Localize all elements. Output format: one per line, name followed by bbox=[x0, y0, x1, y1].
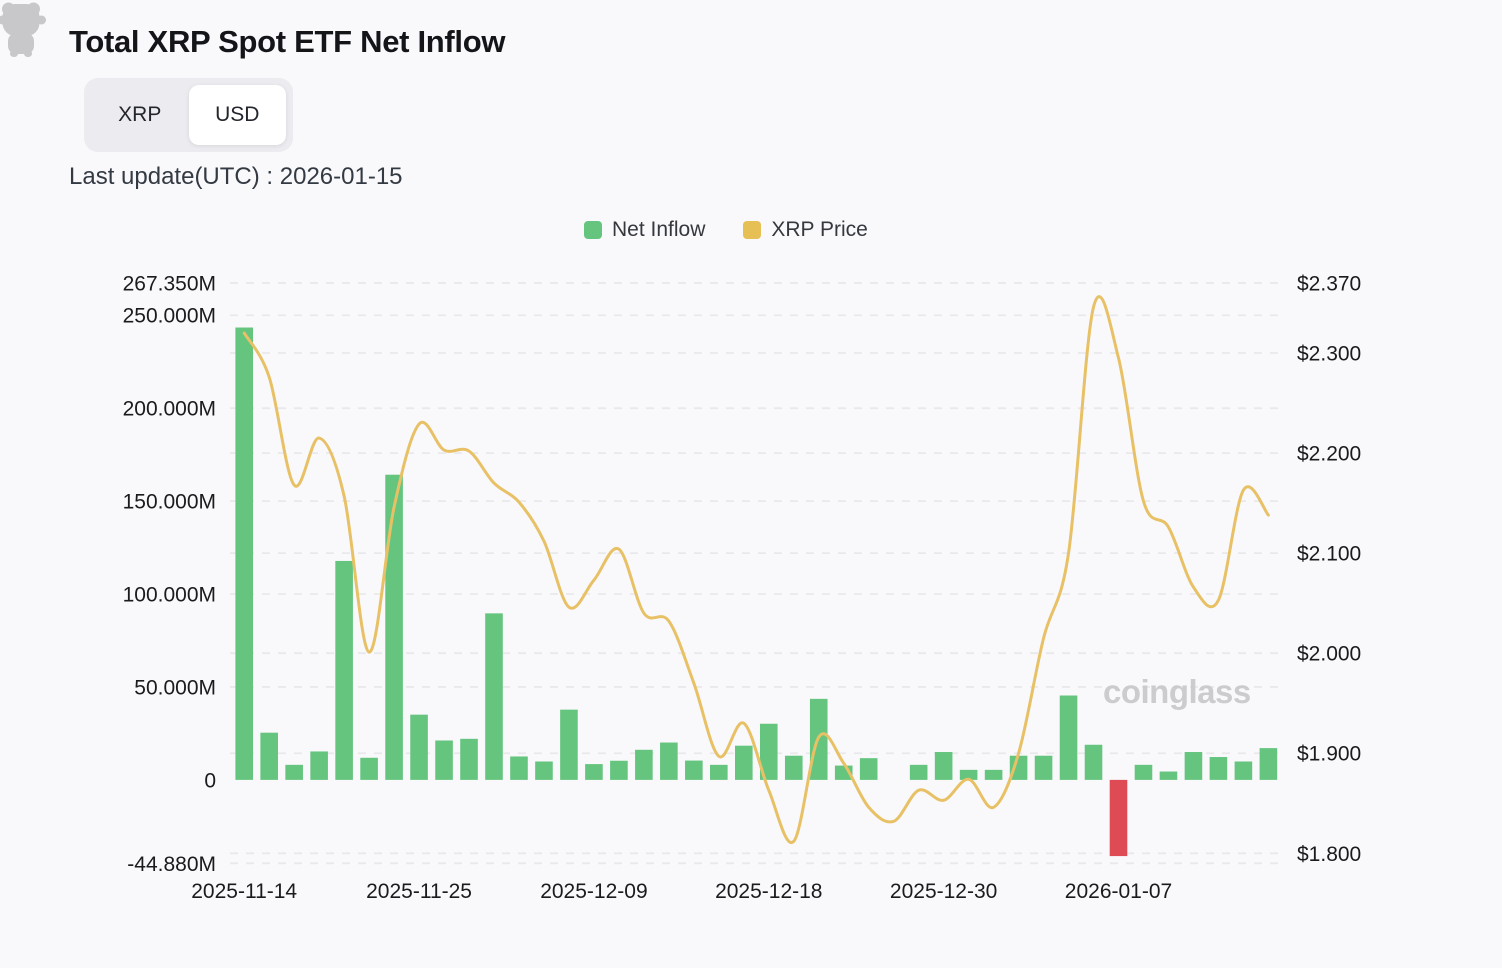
net-inflow-swatch bbox=[584, 221, 602, 239]
net-inflow-bar[interactable] bbox=[1034, 755, 1053, 780]
net-inflow-bar[interactable] bbox=[410, 714, 428, 780]
left-axis-tick: 200.000M bbox=[123, 398, 216, 421]
net-inflow-bar[interactable] bbox=[660, 742, 678, 780]
net-inflow-bar[interactable] bbox=[635, 749, 653, 780]
net-inflow-bar[interactable] bbox=[435, 740, 453, 780]
gridlines bbox=[230, 282, 1286, 865]
left-axis-tick: 150.000M bbox=[123, 491, 216, 514]
right-axis-tick: $1.900 bbox=[1297, 743, 1361, 766]
left-axis-tick: 0 bbox=[204, 769, 216, 792]
net-inflow-bar[interactable] bbox=[360, 757, 378, 780]
right-axis-tick: $2.000 bbox=[1297, 643, 1361, 666]
xrp-price-swatch bbox=[743, 221, 762, 239]
net-inflow-bar[interactable] bbox=[1134, 764, 1153, 780]
xrp-price-line bbox=[242, 295, 1270, 845]
coinglass-bull-icon bbox=[0, 2, 46, 57]
net-inflow-bar[interactable] bbox=[685, 760, 703, 780]
left-axis-tick: 100.000M bbox=[123, 584, 216, 607]
net-inflow-bar[interactable] bbox=[1059, 695, 1078, 780]
x-axis-tick: 2025-12-30 bbox=[890, 880, 997, 903]
last-update-label: Last update(UTC) : 2026-01-15 bbox=[69, 163, 403, 190]
net-inflow-bar[interactable] bbox=[585, 764, 603, 780]
net-inflow-bar[interactable] bbox=[335, 560, 353, 780]
net-inflow-bar[interactable] bbox=[1084, 744, 1103, 780]
right-axis-tick: $2.300 bbox=[1297, 343, 1361, 366]
net-inflow-bar[interactable] bbox=[610, 760, 628, 780]
net-inflow-bar[interactable] bbox=[1009, 755, 1028, 780]
net-inflow-bar[interactable] bbox=[260, 732, 278, 780]
currency-toggle: XRP USD bbox=[84, 78, 293, 152]
x-axis-tick: 2025-11-14 bbox=[191, 880, 297, 903]
coinglass-watermark: coinglass bbox=[1103, 673, 1251, 710]
net-inflow-bar[interactable] bbox=[909, 764, 928, 780]
net-inflow-bar[interactable] bbox=[710, 764, 728, 780]
net-inflow-bars bbox=[235, 327, 1278, 857]
x-axis-tick: 2025-12-18 bbox=[715, 880, 822, 903]
tab-usd[interactable]: USD bbox=[188, 85, 286, 145]
net-inflow-bar[interactable] bbox=[959, 769, 978, 780]
right-axis-tick: $2.370 bbox=[1297, 273, 1361, 296]
net-inflow-bar[interactable] bbox=[510, 756, 528, 780]
right-axis-tick: $1.800 bbox=[1297, 843, 1361, 866]
net-inflow-bar[interactable] bbox=[984, 769, 1003, 780]
x-axis-tick: 2025-12-09 bbox=[540, 880, 647, 903]
net-inflow-bar[interactable] bbox=[460, 738, 478, 780]
net-inflow-bar[interactable] bbox=[934, 752, 953, 780]
legend-label-xrp-price: XRP Price bbox=[771, 218, 868, 241]
left-axis-tick: 250.000M bbox=[123, 305, 216, 328]
axis-labels: 267.350M 250.000M 200.000M 150.000M 100.000M… bbox=[123, 273, 1362, 904]
net-inflow-bar[interactable] bbox=[285, 764, 303, 780]
net-inflow-bar[interactable] bbox=[1159, 771, 1178, 780]
net-inflow-bar[interactable] bbox=[1259, 748, 1278, 780]
net-inflow-bar[interactable] bbox=[759, 723, 778, 780]
net-inflow-bar[interactable] bbox=[735, 745, 753, 780]
net-inflow-bar[interactable] bbox=[485, 613, 503, 780]
net-inflow-bar[interactable] bbox=[385, 474, 403, 780]
net-inflow-bar[interactable] bbox=[560, 709, 578, 780]
net-inflow-bar[interactable] bbox=[235, 327, 253, 780]
x-axis-tick: 2025-11-25 bbox=[366, 880, 472, 903]
net-inflow-bar[interactable] bbox=[1109, 779, 1128, 857]
tab-xrp[interactable]: XRP bbox=[118, 103, 162, 126]
coinglass-watermark-text: coinglass bbox=[1103, 673, 1251, 710]
left-axis-tick: 267.350M bbox=[123, 273, 216, 296]
page-title: Total XRP Spot ETF Net Inflow bbox=[69, 24, 506, 59]
right-axis-tick: $2.200 bbox=[1297, 443, 1361, 466]
net-inflow-bar[interactable] bbox=[1184, 752, 1203, 780]
net-inflow-bar[interactable] bbox=[1209, 757, 1228, 780]
right-axis-tick: $2.100 bbox=[1297, 543, 1361, 566]
net-inflow-bar[interactable] bbox=[1234, 761, 1253, 780]
left-axis-tick: 50.000M bbox=[134, 676, 216, 699]
legend-item-net-inflow[interactable]: Net Inflow bbox=[584, 218, 705, 242]
net-inflow-bar[interactable] bbox=[859, 758, 878, 780]
legend-label-net-inflow: Net Inflow bbox=[612, 218, 706, 241]
net-inflow-bar[interactable] bbox=[535, 761, 553, 780]
legend-item-xrp-price[interactable]: XRP Price bbox=[743, 218, 868, 242]
left-axis-tick: -44.880M bbox=[127, 853, 216, 876]
net-inflow-bar[interactable] bbox=[784, 755, 803, 780]
x-axis-tick: 2026-01-07 bbox=[1065, 880, 1172, 903]
legend: Net Inflow XRP Price bbox=[584, 218, 868, 242]
net-inflow-bar[interactable] bbox=[310, 751, 328, 780]
